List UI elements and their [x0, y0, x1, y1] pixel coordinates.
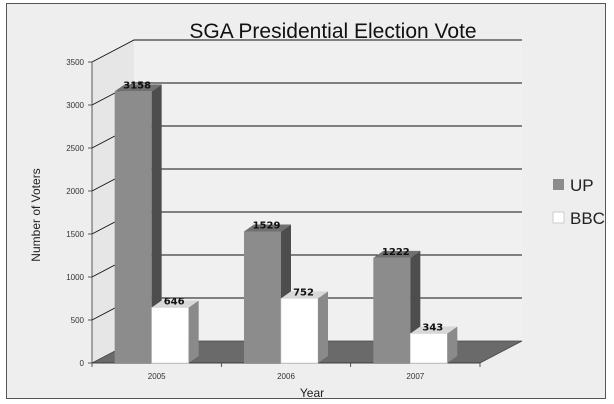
bar-top — [151, 300, 199, 308]
data-label: 752 — [293, 287, 314, 298]
x-tick-label: 2006 — [277, 372, 295, 381]
y-axis-title: Number of Voters — [29, 168, 43, 261]
legend: UP BBC — [552, 176, 605, 228]
y-tick-label: 0 — [80, 359, 85, 368]
x-tick-label: 2005 — [148, 372, 166, 381]
data-label: 1222 — [382, 247, 410, 258]
bar-up-2006 — [244, 231, 281, 363]
y-tick-label: 2500 — [66, 144, 84, 153]
back-wall — [134, 40, 522, 341]
data-label: 646 — [164, 296, 185, 307]
bar-bbc-2007 — [410, 333, 448, 364]
bar-top — [114, 84, 162, 92]
legend-label-bbc: BBC — [570, 209, 605, 228]
data-label: 3158 — [123, 80, 151, 91]
bar-side — [188, 300, 199, 363]
bar-side — [447, 326, 458, 363]
bar-side — [151, 84, 162, 364]
bar-top — [373, 250, 421, 258]
y-tick-label: 500 — [71, 316, 85, 325]
bar-top — [281, 291, 328, 299]
bar-top — [244, 224, 291, 232]
gridline — [91, 39, 522, 63]
y-tick-label: 3500 — [66, 58, 84, 67]
y-tick-label: 1000 — [66, 273, 84, 282]
legend-label-up: UP — [570, 176, 594, 195]
bar-bbc-2006 — [280, 298, 319, 364]
y-axis-ticks: 0 500 1000 1500 2000 2500 3000 3500 — [66, 58, 93, 368]
data-label: 1529 — [253, 221, 281, 232]
bar-top — [410, 326, 458, 334]
y-tick-label: 2000 — [66, 187, 84, 196]
chart-title: SGA Presidential Election Vote — [189, 20, 476, 43]
x-axis-ticks: 2005 2006 2007 — [91, 363, 481, 381]
data-label: 343 — [422, 323, 443, 334]
bar-bbc-2005 — [151, 307, 189, 364]
bar-up-2005 — [114, 91, 152, 364]
bar-up-2007 — [373, 257, 411, 363]
x-axis-title: Year — [300, 386, 324, 400]
x-tick-label: 2007 — [406, 372, 424, 381]
bar-side — [318, 291, 328, 363]
y-tick-label: 3000 — [66, 101, 84, 110]
gridline — [91, 82, 522, 106]
bars: 3158 646 1529 752 1222 343 — [114, 80, 458, 364]
y-tick-label: 1500 — [66, 230, 84, 239]
legend-swatch-bbc — [552, 211, 565, 224]
legend-swatch-up — [553, 179, 564, 190]
